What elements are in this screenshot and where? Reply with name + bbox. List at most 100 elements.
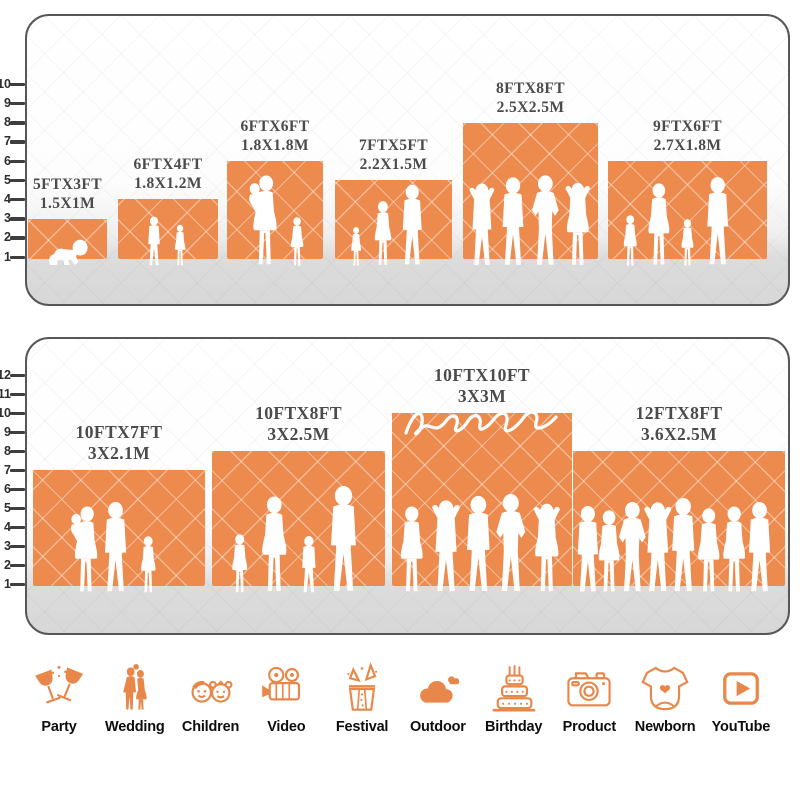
ruler-tick <box>10 544 25 548</box>
ruler-tick <box>10 121 25 125</box>
category-label: Outdoor <box>409 719 466 735</box>
woman-silhouette <box>723 506 746 592</box>
people-silhouettes <box>400 494 560 592</box>
ruler-tick <box>10 582 25 586</box>
backdrop-size-label: 5FTX3FT 1.5X1M <box>3 175 132 213</box>
category-birthday: Birthday <box>479 660 549 735</box>
woman-silhouette <box>351 227 362 266</box>
video-icon <box>262 666 301 701</box>
category-outdoor: Outdoor <box>403 660 473 735</box>
size-feet-text: 10FTX10FT <box>434 365 530 385</box>
man-hips-silhouette <box>619 502 646 592</box>
backdrop-9ftx6ft <box>608 161 767 266</box>
ruler-tick <box>10 217 25 221</box>
ruler-number: 9 <box>4 424 11 439</box>
category-label: Video <box>267 719 306 735</box>
size-feet-text: 6FTX6FT <box>240 118 310 135</box>
size-meters-text: 3X2.1M <box>87 443 151 463</box>
backdrop-size-label: 6FTX6FT 1.8X1.8M <box>202 117 348 155</box>
man-silhouette <box>331 486 356 591</box>
woman-up-silhouette <box>533 503 560 592</box>
man-silhouette <box>748 502 771 592</box>
ruler-number: 2 <box>4 230 11 245</box>
ruler-tick <box>10 178 25 183</box>
ruler-tick <box>10 563 25 567</box>
size-feet-text: 12FTX8FT <box>635 403 723 423</box>
woman-up-silhouette <box>565 182 591 265</box>
category-label: YouTube <box>711 719 771 735</box>
woman-baby-silhouette <box>70 506 98 592</box>
woman-silhouette <box>681 219 694 266</box>
size-feet-text: 10FTX8FT <box>255 403 342 423</box>
ruler-number: 6 <box>4 153 11 168</box>
ruler-tick <box>10 236 25 240</box>
size-feet-text: 8FTX8FT <box>495 79 566 97</box>
category-label: Party <box>41 719 77 735</box>
backdrop-size-label: 9FTX6FT 2.7X1.8M <box>583 117 792 155</box>
woman-silhouette <box>262 496 287 592</box>
ruler-number: 5 <box>4 500 11 515</box>
size-meters-text: 3X2.5M <box>267 424 330 444</box>
category-label: Wedding <box>104 719 165 735</box>
category-festival: Festival <box>327 660 397 735</box>
ruler-number: 1 <box>4 249 11 264</box>
ruler-number: 1 <box>4 576 11 591</box>
size-feet-text: 7FTX5FT <box>358 137 429 155</box>
backdrop-size-label: 6FTX4FT 1.8X1.2M <box>93 155 243 193</box>
people-silhouettes <box>469 174 591 265</box>
size-meters-text: 3X3M <box>457 386 507 406</box>
woman-silhouette <box>174 225 186 266</box>
people-silhouettes <box>351 184 422 266</box>
people-silhouettes <box>623 177 729 266</box>
backdrop-6ftx6ft <box>227 161 323 266</box>
woman-silhouette <box>698 508 720 592</box>
backdrop-7ftx5ft <box>335 180 452 266</box>
woman-silhouette <box>141 536 156 593</box>
size-meters-text: 3.6X2.5M <box>640 424 718 444</box>
man-silhouette <box>148 216 160 266</box>
ruler-number: 10 <box>0 405 11 420</box>
backdrop-10ftx8ft <box>212 451 385 593</box>
woman-silhouette <box>232 534 248 593</box>
size-meters-text: 2.5X2.5M <box>496 98 565 116</box>
ruler-tick <box>10 373 25 377</box>
youtube-icon <box>723 672 759 705</box>
people-silhouettes <box>249 175 304 266</box>
man-silhouette <box>672 498 695 592</box>
category-product: Product <box>554 660 624 735</box>
man-silhouette <box>302 536 316 593</box>
baby-silhouette <box>49 239 88 265</box>
backdrop-size-label: 10FTX7FT 3X2.1M <box>8 422 230 464</box>
category-party: Party <box>24 660 94 735</box>
ruler-tick <box>10 449 25 453</box>
size-meters-text: 1.5X1M <box>39 194 96 212</box>
size-meters-text: 2.7X1.8M <box>653 137 722 154</box>
woman-silhouette <box>290 217 304 266</box>
ruler-number: 8 <box>4 115 11 130</box>
wedding-icon <box>108 660 162 714</box>
people-silhouettes <box>70 502 156 593</box>
people-silhouettes <box>577 498 771 592</box>
ruler-tick <box>10 430 25 434</box>
festival-icon <box>335 660 389 714</box>
man-hips-silhouette <box>532 174 559 265</box>
birthday-icon <box>487 660 541 714</box>
ruler-tick <box>10 468 25 472</box>
ruler-tick <box>10 525 25 529</box>
youtube-icon <box>714 660 768 714</box>
size-meters-text: 1.8X1.2M <box>134 175 202 193</box>
woman-silhouette <box>648 183 670 265</box>
category-label: Birthday <box>484 719 543 735</box>
woman-silhouette <box>623 215 637 266</box>
size-feet-text: 9FTX6FT <box>652 118 723 135</box>
ruler-tick <box>10 101 25 106</box>
newborn-icon <box>641 666 689 711</box>
backdrop-12ftx8ft <box>573 451 785 592</box>
man-silhouette <box>502 176 524 265</box>
outdoor-icon <box>419 676 460 703</box>
ruler-number: 4 <box>4 519 11 534</box>
man-silhouette <box>104 502 127 592</box>
wedding-icon <box>122 664 147 710</box>
ruler-tick <box>10 487 25 491</box>
category-label: Children <box>181 719 240 735</box>
